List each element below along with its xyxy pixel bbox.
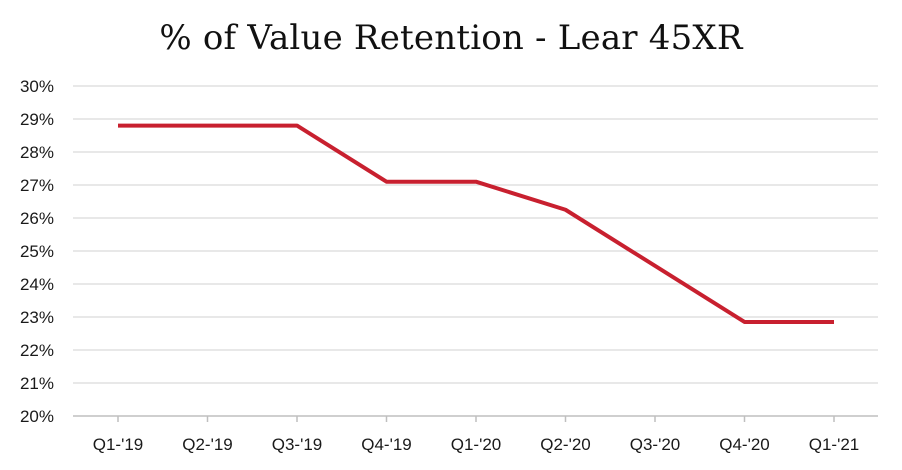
y-tick-label: 24%: [20, 275, 54, 294]
y-tick-label: 23%: [20, 308, 54, 327]
y-tick-label: 28%: [20, 143, 54, 162]
y-tick-label: 22%: [20, 341, 54, 360]
y-tick-label: 21%: [20, 374, 54, 393]
y-tick-label: 29%: [20, 110, 54, 129]
x-tick-label: Q2-'20: [540, 435, 591, 454]
series-line: [118, 123, 834, 324]
y-tick-label: 30%: [20, 77, 54, 96]
y-tick-label: 25%: [20, 242, 54, 261]
x-tick-label: Q4-'20: [719, 435, 770, 454]
x-tick-label: Q1-'21: [809, 435, 860, 454]
x-tick-label: Q4-'19: [361, 435, 412, 454]
gridlines: [73, 85, 878, 384]
y-tick-label: 26%: [20, 209, 54, 228]
x-axis: [73, 415, 878, 422]
series-layer: [117, 123, 835, 324]
x-tick-label: Q2-'19: [182, 435, 233, 454]
x-tick-label: Q1-'20: [451, 435, 502, 454]
y-tick-label: 20%: [20, 407, 54, 426]
x-tick-label: Q3-'19: [272, 435, 323, 454]
x-tick-label: Q3-'20: [630, 435, 681, 454]
x-tick-label: Q1-'19: [93, 435, 144, 454]
y-axis-tick-labels: 20% 21% 22% 23% 24% 25% 26% 27% 28% 29% 30%: [20, 77, 54, 426]
chart-title: % of Value Retention - Lear 45XR: [159, 18, 743, 58]
y-tick-label: 27%: [20, 176, 54, 195]
x-axis-tick-labels: Q1-'19 Q2-'19 Q3-'19 Q4-'19 Q1-'20 Q2-'20 Q3-'…: [93, 435, 860, 454]
